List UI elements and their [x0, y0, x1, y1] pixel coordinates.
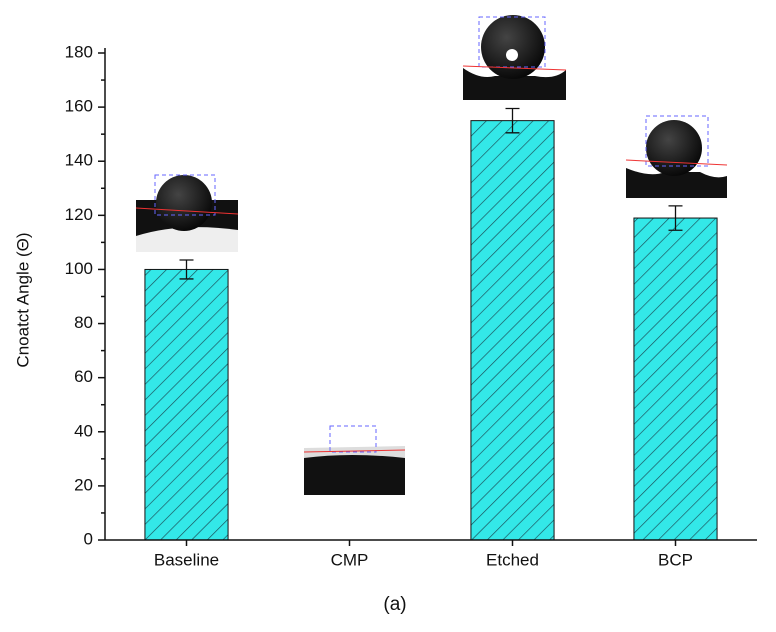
error-bar — [179, 259, 194, 280]
droplet-images — [135, 15, 728, 495]
droplet-image — [462, 15, 567, 100]
caption: (a) — [383, 594, 406, 615]
droplet-image — [135, 174, 239, 252]
bar — [144, 268, 229, 541]
y-tick-label: 80 — [74, 313, 93, 332]
x-tick-label: Baseline — [154, 550, 219, 569]
bar — [633, 217, 718, 541]
error-bar — [505, 107, 520, 134]
y-tick-label: 140 — [65, 151, 93, 170]
y-tick-label: 40 — [74, 421, 93, 440]
y-axis-label: Cnoatct Angle (Θ) — [13, 232, 32, 367]
y-tick-label: 60 — [74, 367, 93, 386]
droplet-image — [625, 115, 728, 198]
x-tick-label: Etched — [486, 550, 539, 569]
y-tick-label: 100 — [65, 259, 93, 278]
y-tick-label: 0 — [84, 529, 93, 548]
x-tick-label: BCP — [658, 550, 693, 569]
y-tick-label: 180 — [65, 42, 93, 61]
error-bar — [668, 205, 683, 231]
x-tick-label: CMP — [331, 550, 369, 569]
droplet-image — [303, 425, 406, 495]
y-tick-label: 160 — [65, 97, 93, 116]
bar — [470, 120, 555, 541]
y-tick-label: 120 — [65, 205, 93, 224]
y-tick-label: 20 — [74, 475, 93, 494]
